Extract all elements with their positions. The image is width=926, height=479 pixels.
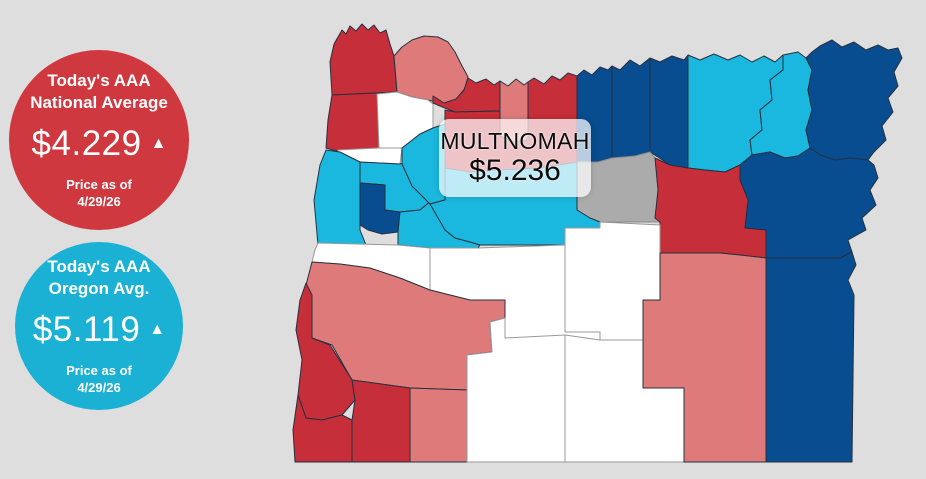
price-date: 4/29/26 (77, 380, 121, 395)
county-tooltip: MULTNOMAH $5.236 (439, 119, 591, 197)
county-lincoln[interactable] (313, 149, 367, 246)
county-klamath[interactable] (466, 317, 566, 463)
county-wallowa[interactable] (805, 39, 903, 161)
trend-up-icon: ▲ (150, 135, 167, 152)
county-grant[interactable] (654, 157, 767, 259)
county-clatsop[interactable] (329, 23, 398, 96)
tooltip-county-name: MULTNOMAH (440, 128, 590, 154)
badge-title-line1: Today's AAA (47, 71, 151, 90)
national-average-badge: Today's AAA National Average $4.229 ▲ Pr… (9, 50, 189, 230)
county-columbia[interactable] (393, 35, 469, 105)
county-malheur[interactable] (765, 251, 857, 463)
national-average-price: $4.229 (31, 124, 142, 163)
badge-title-line2: National Average (30, 93, 168, 112)
trend-up-icon: ▲ (149, 321, 166, 338)
price-as-of-label: Price as of (66, 363, 132, 378)
county-morrow[interactable] (649, 54, 689, 169)
county-gilliam[interactable] (611, 57, 651, 159)
price-date: 4/29/26 (77, 194, 121, 209)
badge-title-line2: Oregon Avg. (48, 279, 150, 298)
county-multnomah[interactable] (432, 77, 501, 113)
county-harney[interactable] (642, 252, 767, 463)
county-jackson[interactable] (409, 387, 468, 463)
badge-title-line1: Today's AAA (47, 257, 151, 276)
oregon-average-price: $5.119 (32, 310, 141, 349)
oregon-average-badge: Today's AAA Oregon Avg. $5.119 ▲ Price a… (15, 242, 183, 410)
tooltip-county-price: $5.236 (469, 154, 561, 187)
county-josephine[interactable] (351, 379, 411, 463)
price-as-of-label: Price as of (66, 177, 132, 192)
